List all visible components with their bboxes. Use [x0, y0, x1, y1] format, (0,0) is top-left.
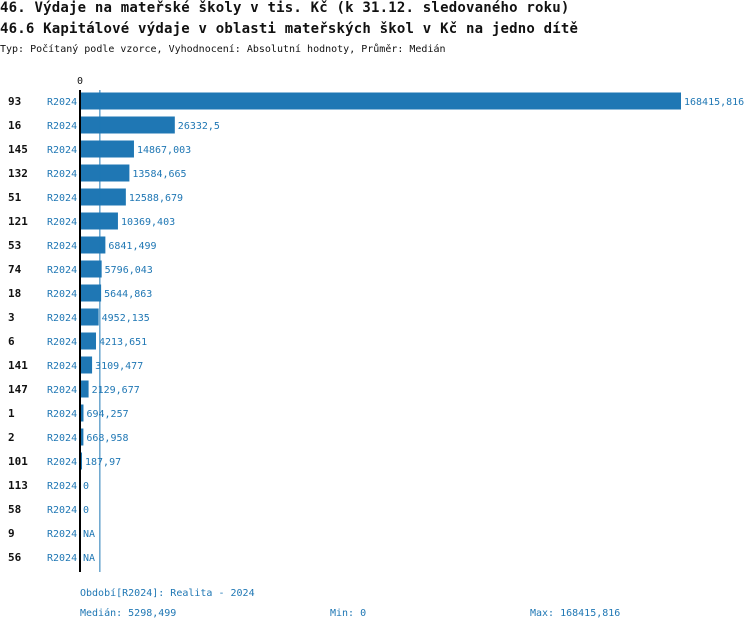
category-label: 2 [8, 431, 15, 444]
category-label: 16 [8, 119, 22, 132]
value-label: NA [83, 553, 95, 564]
value-label: 187,97 [85, 457, 121, 468]
category-label: 145 [8, 143, 28, 156]
max-label: Max: 168415,816 [530, 608, 621, 619]
value-label: 26332,5 [178, 121, 220, 132]
bar [81, 236, 106, 254]
period-label: R2024 [47, 409, 77, 420]
value-label: 694,257 [86, 409, 128, 420]
bar [81, 164, 130, 182]
category-label: 6 [8, 335, 15, 348]
value-label: 3109,477 [95, 361, 143, 372]
value-label: 4952,135 [102, 313, 150, 324]
category-label: 3 [8, 311, 15, 324]
period-label: R2024 [47, 529, 77, 540]
period-label: R2024 [47, 217, 77, 228]
bar [81, 428, 84, 446]
period-label: R2024 [47, 169, 77, 180]
period-label: R2024 [47, 553, 77, 564]
category-label: 113 [8, 479, 28, 492]
period-label: R2024 [47, 193, 77, 204]
value-label: 5796,043 [105, 265, 153, 276]
category-label: 9 [8, 527, 15, 540]
bar [81, 140, 134, 158]
category-label: 121 [8, 215, 28, 228]
bar [81, 404, 84, 422]
value-label: NA [83, 529, 95, 540]
bar [81, 332, 97, 350]
category-label: 53 [8, 239, 21, 252]
period-legend: Období[R2024]: Realita - 2024 [80, 588, 255, 599]
bar [81, 308, 99, 326]
category-label: 18 [8, 287, 21, 300]
value-label: 0 [83, 481, 89, 492]
chart-title: 46. Výdaje na mateřské školy v tis. Kč (… [0, 0, 570, 16]
period-label: R2024 [47, 361, 77, 372]
period-label: R2024 [47, 433, 77, 444]
chart-subtitle: 46.6 Kapitálové výdaje v oblasti mateřsk… [0, 21, 579, 37]
chart-description: Typ: Počítaný podle vzorce, Vyhodnocení:… [0, 44, 446, 55]
period-label: R2024 [47, 385, 77, 396]
value-label: 668,958 [86, 433, 128, 444]
category-label: 147 [8, 383, 28, 396]
period-label: R2024 [47, 481, 77, 492]
period-label: R2024 [47, 145, 77, 156]
value-label: 14867,003 [137, 145, 191, 156]
bar [81, 92, 681, 110]
period-label: R2024 [47, 241, 77, 252]
value-label: 6841,499 [108, 241, 156, 252]
value-label: 2129,677 [92, 385, 140, 396]
median-label: Medián: 5298,499 [80, 608, 177, 619]
axis-zero-label: 0 [77, 76, 83, 87]
period-label: R2024 [47, 313, 77, 324]
min-label: Min: 0 [330, 608, 367, 619]
bar [81, 452, 82, 470]
period-label: R2024 [47, 289, 77, 300]
category-label: 93 [8, 95, 21, 108]
period-label: R2024 [47, 265, 77, 276]
period-label: R2024 [47, 457, 77, 468]
bar [81, 284, 102, 302]
category-label: 132 [8, 167, 28, 180]
value-label: 4213,651 [99, 337, 147, 348]
bar [81, 116, 175, 134]
period-label: R2024 [47, 337, 77, 348]
value-label: 10369,403 [121, 217, 175, 228]
bar [81, 188, 126, 206]
period-label: R2024 [47, 97, 77, 108]
period-label: R2024 [47, 121, 77, 132]
category-label: 51 [8, 191, 22, 204]
category-label: 56 [8, 551, 22, 564]
bar [81, 380, 89, 398]
value-label: 13584,665 [132, 169, 186, 180]
category-label: 58 [8, 503, 21, 516]
value-label: 0 [83, 505, 89, 516]
value-label: 168415,816 [684, 97, 744, 108]
period-label: R2024 [47, 505, 77, 516]
category-label: 141 [8, 359, 28, 372]
category-label: 101 [8, 455, 28, 468]
value-label: 5644,863 [104, 289, 152, 300]
value-label: 12588,679 [129, 193, 183, 204]
category-label: 1 [8, 407, 15, 420]
bar [81, 356, 93, 374]
bar [81, 260, 102, 278]
category-label: 74 [8, 263, 22, 276]
